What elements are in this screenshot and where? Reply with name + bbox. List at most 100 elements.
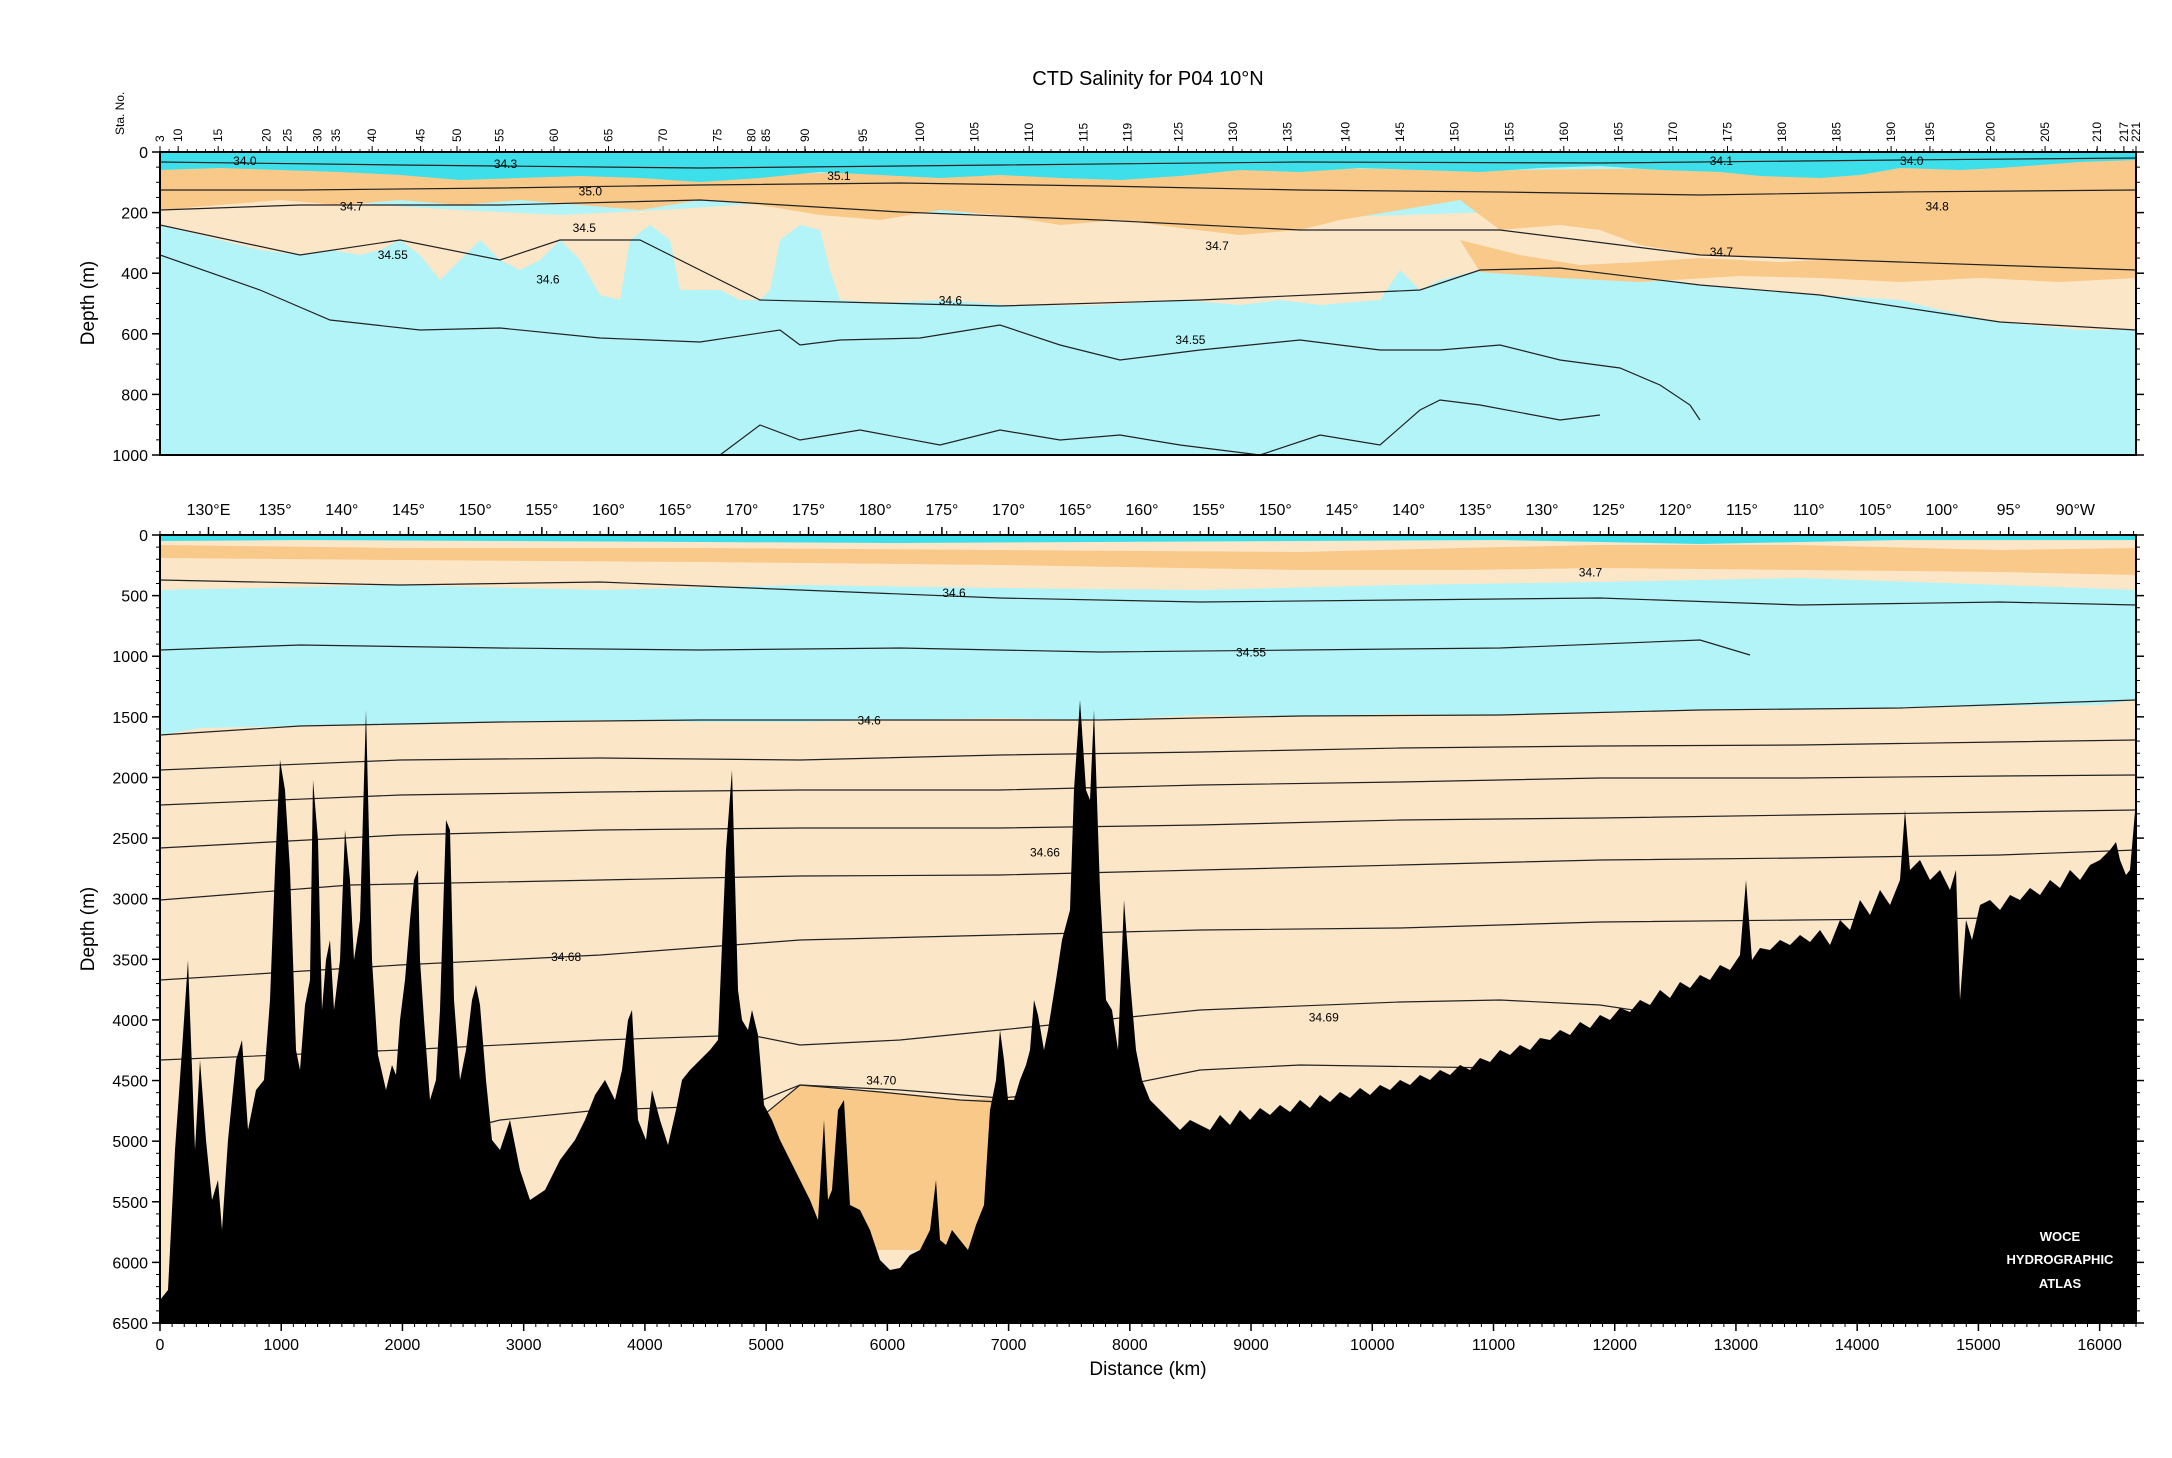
- station-label: 65: [602, 128, 616, 142]
- station-label: 150: [1448, 122, 1462, 142]
- x-tick-label: 8000: [1112, 1337, 1148, 1354]
- station-label: 140: [1339, 122, 1353, 142]
- lower-y-tick-label: 1000: [112, 649, 148, 666]
- lower-contour-label: 34.68: [551, 950, 581, 964]
- lower-y-tick-label: 5000: [112, 1134, 148, 1151]
- station-label: 155: [1502, 122, 1516, 142]
- lower-y-tick-label: 5500: [112, 1195, 148, 1212]
- lower-contour-label: 34.6: [942, 586, 966, 600]
- lower-y-tick-label: 6500: [112, 1316, 148, 1333]
- longitude-label: 115°: [1726, 502, 1758, 519]
- lower-contour-label: 34.55: [1236, 646, 1266, 660]
- longitude-label: 175°: [792, 502, 825, 519]
- station-label: 50: [450, 128, 464, 142]
- longitude-label: 155°: [1192, 502, 1225, 519]
- station-label: 80: [745, 128, 759, 142]
- woce-watermark: WOCE HYDROGRAPHIC ATLAS: [2007, 1229, 2115, 1291]
- x-tick-label: 12000: [1592, 1337, 1637, 1354]
- upper-contour-label: 34.6: [939, 293, 963, 307]
- upper-plot-area: [160, 152, 2136, 455]
- station-label: 3: [153, 135, 167, 142]
- lower-y-tick-label: 2500: [112, 831, 148, 848]
- station-label: 15: [211, 128, 225, 142]
- longitude-label: 170°: [725, 502, 758, 519]
- longitude-label: 160°: [592, 502, 625, 519]
- station-label: 125: [1171, 122, 1185, 142]
- upper-contour-label: 34.5: [573, 221, 597, 235]
- longitude-label: 125°: [1592, 502, 1625, 519]
- longitude-label: 95°: [1997, 502, 2021, 519]
- lower-contour-label: 34.7: [1579, 566, 1603, 580]
- station-label: 115: [1077, 123, 1091, 142]
- station-label: 130: [1226, 122, 1240, 142]
- station-label: 25: [280, 128, 294, 142]
- longitude-label: 150°: [459, 502, 492, 519]
- upper-contour-label: 34.7: [1710, 245, 1734, 259]
- upper-y-tick-label: 600: [121, 327, 148, 344]
- upper-contour-label: 34.1: [1710, 154, 1734, 168]
- station-label: 210: [2090, 122, 2104, 142]
- lower-contour-label: 34.6: [857, 713, 881, 727]
- station-label: 40: [365, 128, 379, 142]
- station-label: 195: [1923, 122, 1937, 142]
- upper-contour-label: 34.8: [1926, 200, 1950, 214]
- upper-y-tick-label: 400: [121, 266, 148, 283]
- x-tick-label: 2000: [385, 1337, 421, 1354]
- upper-contour-34-5: [719, 399, 1601, 455]
- x-tick-label: 10000: [1350, 1337, 1395, 1354]
- station-label: 70: [656, 128, 670, 142]
- longitude-label: 105°: [1859, 502, 1892, 519]
- longitude-label: 155°: [525, 502, 558, 519]
- station-label: 60: [547, 128, 561, 142]
- watermark-line-3: ATLAS: [2039, 1276, 2082, 1291]
- station-label: 95: [856, 128, 870, 142]
- upper-contour-labels: 34.0 34.3 35.0 35.1 34.1 34.0 34.7 34.8 34.5 34.5…: [233, 154, 1949, 347]
- lower-y-tick-label: 4500: [112, 1074, 148, 1091]
- station-label: 75: [711, 128, 725, 142]
- upper-contour-34-0: [160, 157, 2136, 169]
- upper-contour-label: 35.1: [827, 169, 851, 183]
- lower-surface-high-salinity: [160, 545, 2136, 575]
- station-label: 100: [913, 122, 927, 142]
- upper-contour-label: 34.3: [494, 157, 518, 171]
- station-label: 110: [1022, 123, 1036, 142]
- station-label: 20: [260, 128, 274, 142]
- x-tick-label: 1000: [263, 1337, 299, 1354]
- upper-fresh-surface-layer: [160, 152, 2136, 182]
- station-label: 221: [2129, 122, 2143, 142]
- lower-y-tick-label: 2000: [112, 770, 148, 787]
- upper-y-tick-label: 200: [121, 206, 148, 223]
- station-label: 135: [1280, 122, 1294, 142]
- lower-contour-34-62: [160, 739, 2136, 771]
- longitude-label: 170°: [992, 502, 1025, 519]
- lower-plot-frame: [159, 534, 2137, 1324]
- longitude-label: 140°: [325, 502, 358, 519]
- lower-y-tick-label: 1500: [112, 710, 148, 727]
- station-label: 145: [1393, 122, 1407, 142]
- watermark-line-2: HYDROGRAPHIC: [2007, 1252, 2115, 1267]
- upper-contour-34-7: [160, 199, 2136, 271]
- longitude-label: 110°: [1793, 502, 1825, 519]
- longitude-label: 160°: [1125, 502, 1158, 519]
- x-tick-label: 11000: [1472, 1337, 1515, 1354]
- lower-y-tick-label: 0: [139, 528, 148, 545]
- upper-contour-34-6: [160, 224, 2136, 331]
- x-tick-label: 14000: [1835, 1337, 1880, 1354]
- longitude-label: 175°: [925, 502, 958, 519]
- x-tick-label: 9000: [1233, 1337, 1269, 1354]
- lower-y-tick-label: 500: [121, 589, 148, 606]
- upper-salinity-panel: 0 200 400 600 800 1000 3 10 15 20 25 30 35 40 45 50 55 6…: [78, 92, 2144, 465]
- upper-y-tick-label: 800: [121, 387, 148, 404]
- longitude-label: 140°: [1392, 502, 1425, 519]
- station-label: 55: [492, 128, 506, 142]
- upper-contour-35-0: [160, 182, 2136, 196]
- upper-contour-label: 34.55: [378, 248, 408, 262]
- lower-y-tick-label: 4000: [112, 1013, 148, 1030]
- station-label: 190: [1884, 122, 1898, 142]
- upper-core-salinity-band: [160, 160, 2136, 270]
- x-tick-label: 6000: [870, 1337, 906, 1354]
- station-label: 35: [329, 128, 343, 142]
- longitude-label: 150°: [1259, 502, 1292, 519]
- station-label: 205: [2038, 122, 2052, 142]
- lower-y-tick-label: 3000: [112, 892, 148, 909]
